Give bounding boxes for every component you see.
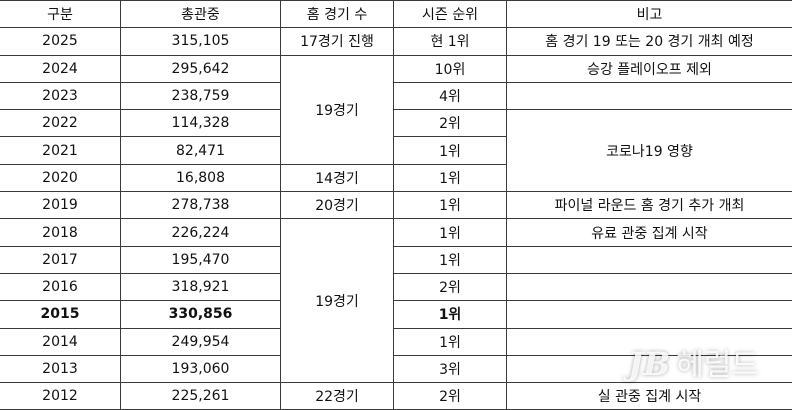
rank-cell: 1위 [393,218,507,247]
table-row: 2013 193,060 3위 [0,354,792,384]
table-row: 2014 249,954 1위 [0,327,792,356]
watermark-logo: JB 헤럴드 [628,340,759,384]
total-cell: 82,471 [120,136,281,165]
rank-cell: 1위 [393,327,507,356]
total-cell: 193,060 [120,354,281,384]
total-cell: 315,105 [120,27,281,56]
watermark-logo-mark: JB [628,345,671,383]
note-cell [506,81,792,111]
rank-cell: 2위 [393,109,507,138]
table-row: 2018 226,224 19경기 1위 유료 관중 집계 시작 [0,218,792,384]
rank-cell: 2위 [393,272,507,302]
games-cell: 14경기 [280,163,394,193]
year-cell: 2025 [0,27,121,56]
year-cell: 2015 [0,300,121,329]
year-cell: 2023 [0,81,121,111]
note-cell [506,327,792,356]
total-cell: 238,759 [120,81,281,111]
rank-cell: 1위 [393,245,507,274]
rank-cell: 1위 [393,163,507,193]
rank-cell: 1위 [393,136,507,165]
note-cell [506,300,792,329]
games-cell: 20경기 [280,191,394,220]
rank-cell: 1위 [393,300,507,329]
table-row: 2025 315,105 17경기 진행 현 1위 홈 경기 19 또는 20 … [0,27,792,56]
note-cell: 승강 플레이오프 제외 [506,54,792,83]
note-cell: 유료 관중 집계 시작 [506,218,792,247]
note-cell [506,354,792,384]
rank-cell: 2위 [393,382,507,410]
table-row: 2024 295,642 19경기 10위 승강 플레이오프 제외 [0,54,792,165]
year-cell: 2021 [0,136,121,165]
year-cell: 2017 [0,245,121,274]
note-cell: 코로나19 영향 [506,109,792,193]
year-cell: 2024 [0,54,121,83]
table-row: 2016 318,921 2위 [0,272,792,302]
total-cell: 226,224 [120,218,281,247]
games-cell: 19경기 [280,218,394,384]
header-row: 구분 총관중 홈 경기 수 시즌 순위 비고 [0,0,792,29]
header-games: 홈 경기 수 [280,0,394,29]
header-year: 구분 [0,0,121,29]
total-cell: 330,856 [120,300,281,329]
year-cell: 2013 [0,354,121,384]
games-cell: 19경기 [280,54,394,165]
total-cell: 195,470 [120,245,281,274]
year-cell: 2016 [0,272,121,302]
games-cell: 17경기 진행 [280,27,394,56]
table-row: 2019 278,738 20경기 1위 파이널 라운드 홈 경기 추가 개최 [0,191,792,220]
total-cell: 16,808 [120,163,281,193]
table-row: 2023 238,759 4위 [0,81,792,111]
note-cell [506,245,792,274]
year-cell: 2018 [0,218,121,247]
table-row-highlighted: 2015 330,856 1위 [0,300,792,329]
year-cell: 2020 [0,163,121,193]
header-rank: 시즌 순위 [393,0,507,29]
total-cell: 114,328 [120,109,281,138]
table-row: 2017 195,470 1위 [0,245,792,274]
note-cell: 실 관중 집계 시작 [506,382,792,410]
total-cell: 249,954 [120,327,281,356]
games-cell: 22경기 [280,382,394,410]
table-row: 2022 114,328 2위 코로나19 영향 [0,109,792,193]
year-cell: 2012 [0,382,121,410]
total-cell: 225,261 [120,382,281,410]
note-cell [506,272,792,302]
watermark-logo-text: 헤럴드 [676,348,759,383]
total-cell: 318,921 [120,272,281,302]
year-cell: 2022 [0,109,121,138]
note-cell: 파이널 라운드 홈 경기 추가 개최 [506,191,792,220]
header-total: 총관중 [120,0,281,29]
note-cell: 홈 경기 19 또는 20 경기 개최 예정 [506,27,792,56]
rank-cell: 4위 [393,81,507,111]
total-cell: 278,738 [120,191,281,220]
table-row: 2020 16,808 14경기 1위 [0,163,792,193]
rank-cell: 3위 [393,354,507,384]
rank-cell: 1위 [393,191,507,220]
rank-cell: 현 1위 [393,27,507,56]
table-row: 2012 225,261 22경기 2위 실 관중 집계 시작 [0,382,792,410]
header-note: 비고 [506,0,792,29]
table-row: 2021 82,471 1위 [0,136,792,165]
year-cell: 2014 [0,327,121,356]
total-cell: 295,642 [120,54,281,83]
year-cell: 2019 [0,191,121,220]
rank-cell: 10위 [393,54,507,83]
